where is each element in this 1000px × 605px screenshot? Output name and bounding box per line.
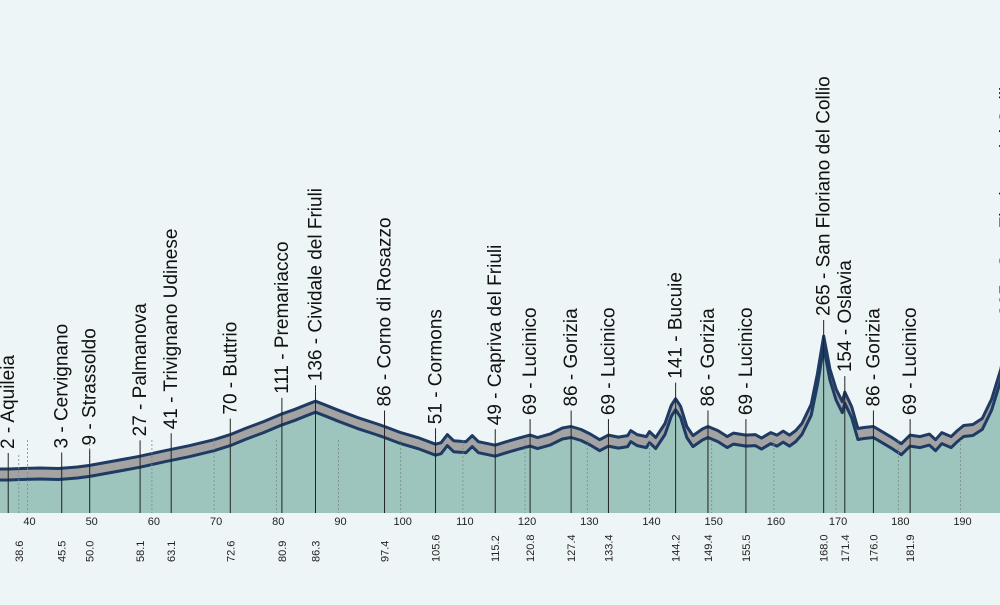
waypoint-km-label: 155.5: [741, 534, 753, 562]
waypoint-km-label: 63.1: [166, 541, 178, 562]
waypoint-km-label: 86.3: [310, 541, 322, 562]
waypoint-label: 27 - Palmanova: [130, 303, 151, 437]
waypoint-label: 69 - Lucinico: [520, 307, 541, 415]
waypoint-label: 86 - Gorizia: [698, 308, 719, 407]
waypoint-km-label: 97.4: [380, 541, 392, 562]
waypoint-label: 49 - Capriva del Friuli: [485, 245, 506, 426]
x-tick-label: 140: [642, 516, 660, 528]
waypoint-km-label: 58.1: [135, 541, 147, 562]
x-tick-label: 120: [518, 516, 536, 528]
waypoint-label: 3 - Cervignano: [52, 324, 73, 449]
waypoint-km-label: 45.5: [57, 541, 69, 562]
waypoint-labels: 2 - Aquileia 3 - Cervignano 9 - Strassoldo…: [0, 76, 1000, 449]
profile-layer: [0, 334, 1000, 513]
waypoint-km-label: 149.4: [703, 534, 715, 562]
waypoint-km-label: 133.4: [603, 534, 615, 562]
x-tick-label: 150: [705, 516, 723, 528]
waypoint-label: 69 - Lucinico: [900, 307, 921, 415]
waypoint-label: 9 - Strassoldo: [80, 328, 101, 445]
waypoint-label: 2 - Aquileia: [0, 355, 19, 449]
waypoint-label: 41 - Trivignano Udinese: [161, 229, 182, 430]
waypoint-label: 86 - Corno di Rosazzo: [375, 217, 396, 406]
x-axis: 40 50 60 70 80 90 100 110 120 130 140 150 160 170 180 1…: [14, 516, 972, 562]
x-tick-label: 50: [86, 516, 98, 528]
waypoint-label: 69 - Lucinico: [598, 307, 619, 415]
road-band: [0, 336, 1000, 480]
x-tick-label: 130: [580, 516, 598, 528]
waypoint-label: 265 - San Floriano del Collio: [997, 76, 1000, 316]
waypoint-km-label: 105.6: [431, 534, 443, 562]
waypoint-km-label: 181.9: [905, 534, 917, 562]
waypoint-km-label: 176.0: [868, 534, 880, 562]
x-tick-label: 60: [148, 516, 160, 528]
waypoint-label: 111 - Premariacco: [272, 241, 293, 393]
x-tick-label: 170: [829, 516, 847, 528]
waypoint-km-label: 120.8: [525, 534, 537, 562]
waypoint-label: 141 - Bucuie: [666, 272, 687, 379]
waypoint-label: 265 - San Floriano del Collio: [814, 76, 835, 316]
waypoint-km-label: 50.0: [85, 541, 97, 562]
x-tick-label: 100: [394, 516, 412, 528]
x-tick-label: 40: [23, 516, 35, 528]
x-tick-label: 190: [953, 516, 971, 528]
waypoint-label: 86 - Gorizia: [561, 308, 582, 407]
waypoint-km-label: 80.9: [277, 541, 289, 562]
waypoint-km-label: 171.4: [840, 534, 852, 562]
waypoint-label: 86 - Gorizia: [863, 308, 884, 407]
waypoint-km-label: 127.4: [566, 534, 578, 562]
waypoint-label: 69 - Lucinico: [736, 307, 757, 415]
x-tick-label: 160: [767, 516, 785, 528]
terrain-fill: [0, 347, 1000, 513]
waypoint-km-label: 168.0: [819, 534, 831, 562]
x-tick-label: 80: [272, 516, 284, 528]
waypoint-label: 154 - Oslavia: [835, 260, 856, 372]
x-tick-label: 90: [334, 516, 346, 528]
waypoint-km-label: 115.2: [490, 535, 502, 562]
profile-line-top: [0, 334, 1000, 471]
waypoint-km-label: 144.2: [671, 534, 683, 562]
waypoint-km-label: 38.6: [14, 541, 26, 562]
waypoint-km-label: 72.6: [225, 541, 237, 562]
x-tick-label: 110: [456, 516, 474, 528]
waypoint-label: 51 - Cormons: [426, 309, 447, 424]
waypoint-guides: [7, 320, 961, 513]
profile-line-bottom: [0, 345, 1000, 482]
x-tick-label: 70: [210, 516, 222, 528]
waypoint-label: 70 - Buttrio: [220, 322, 241, 415]
x-tick-label: 180: [891, 516, 909, 528]
waypoint-label: 136 - Cividale del Friuli: [305, 188, 326, 381]
